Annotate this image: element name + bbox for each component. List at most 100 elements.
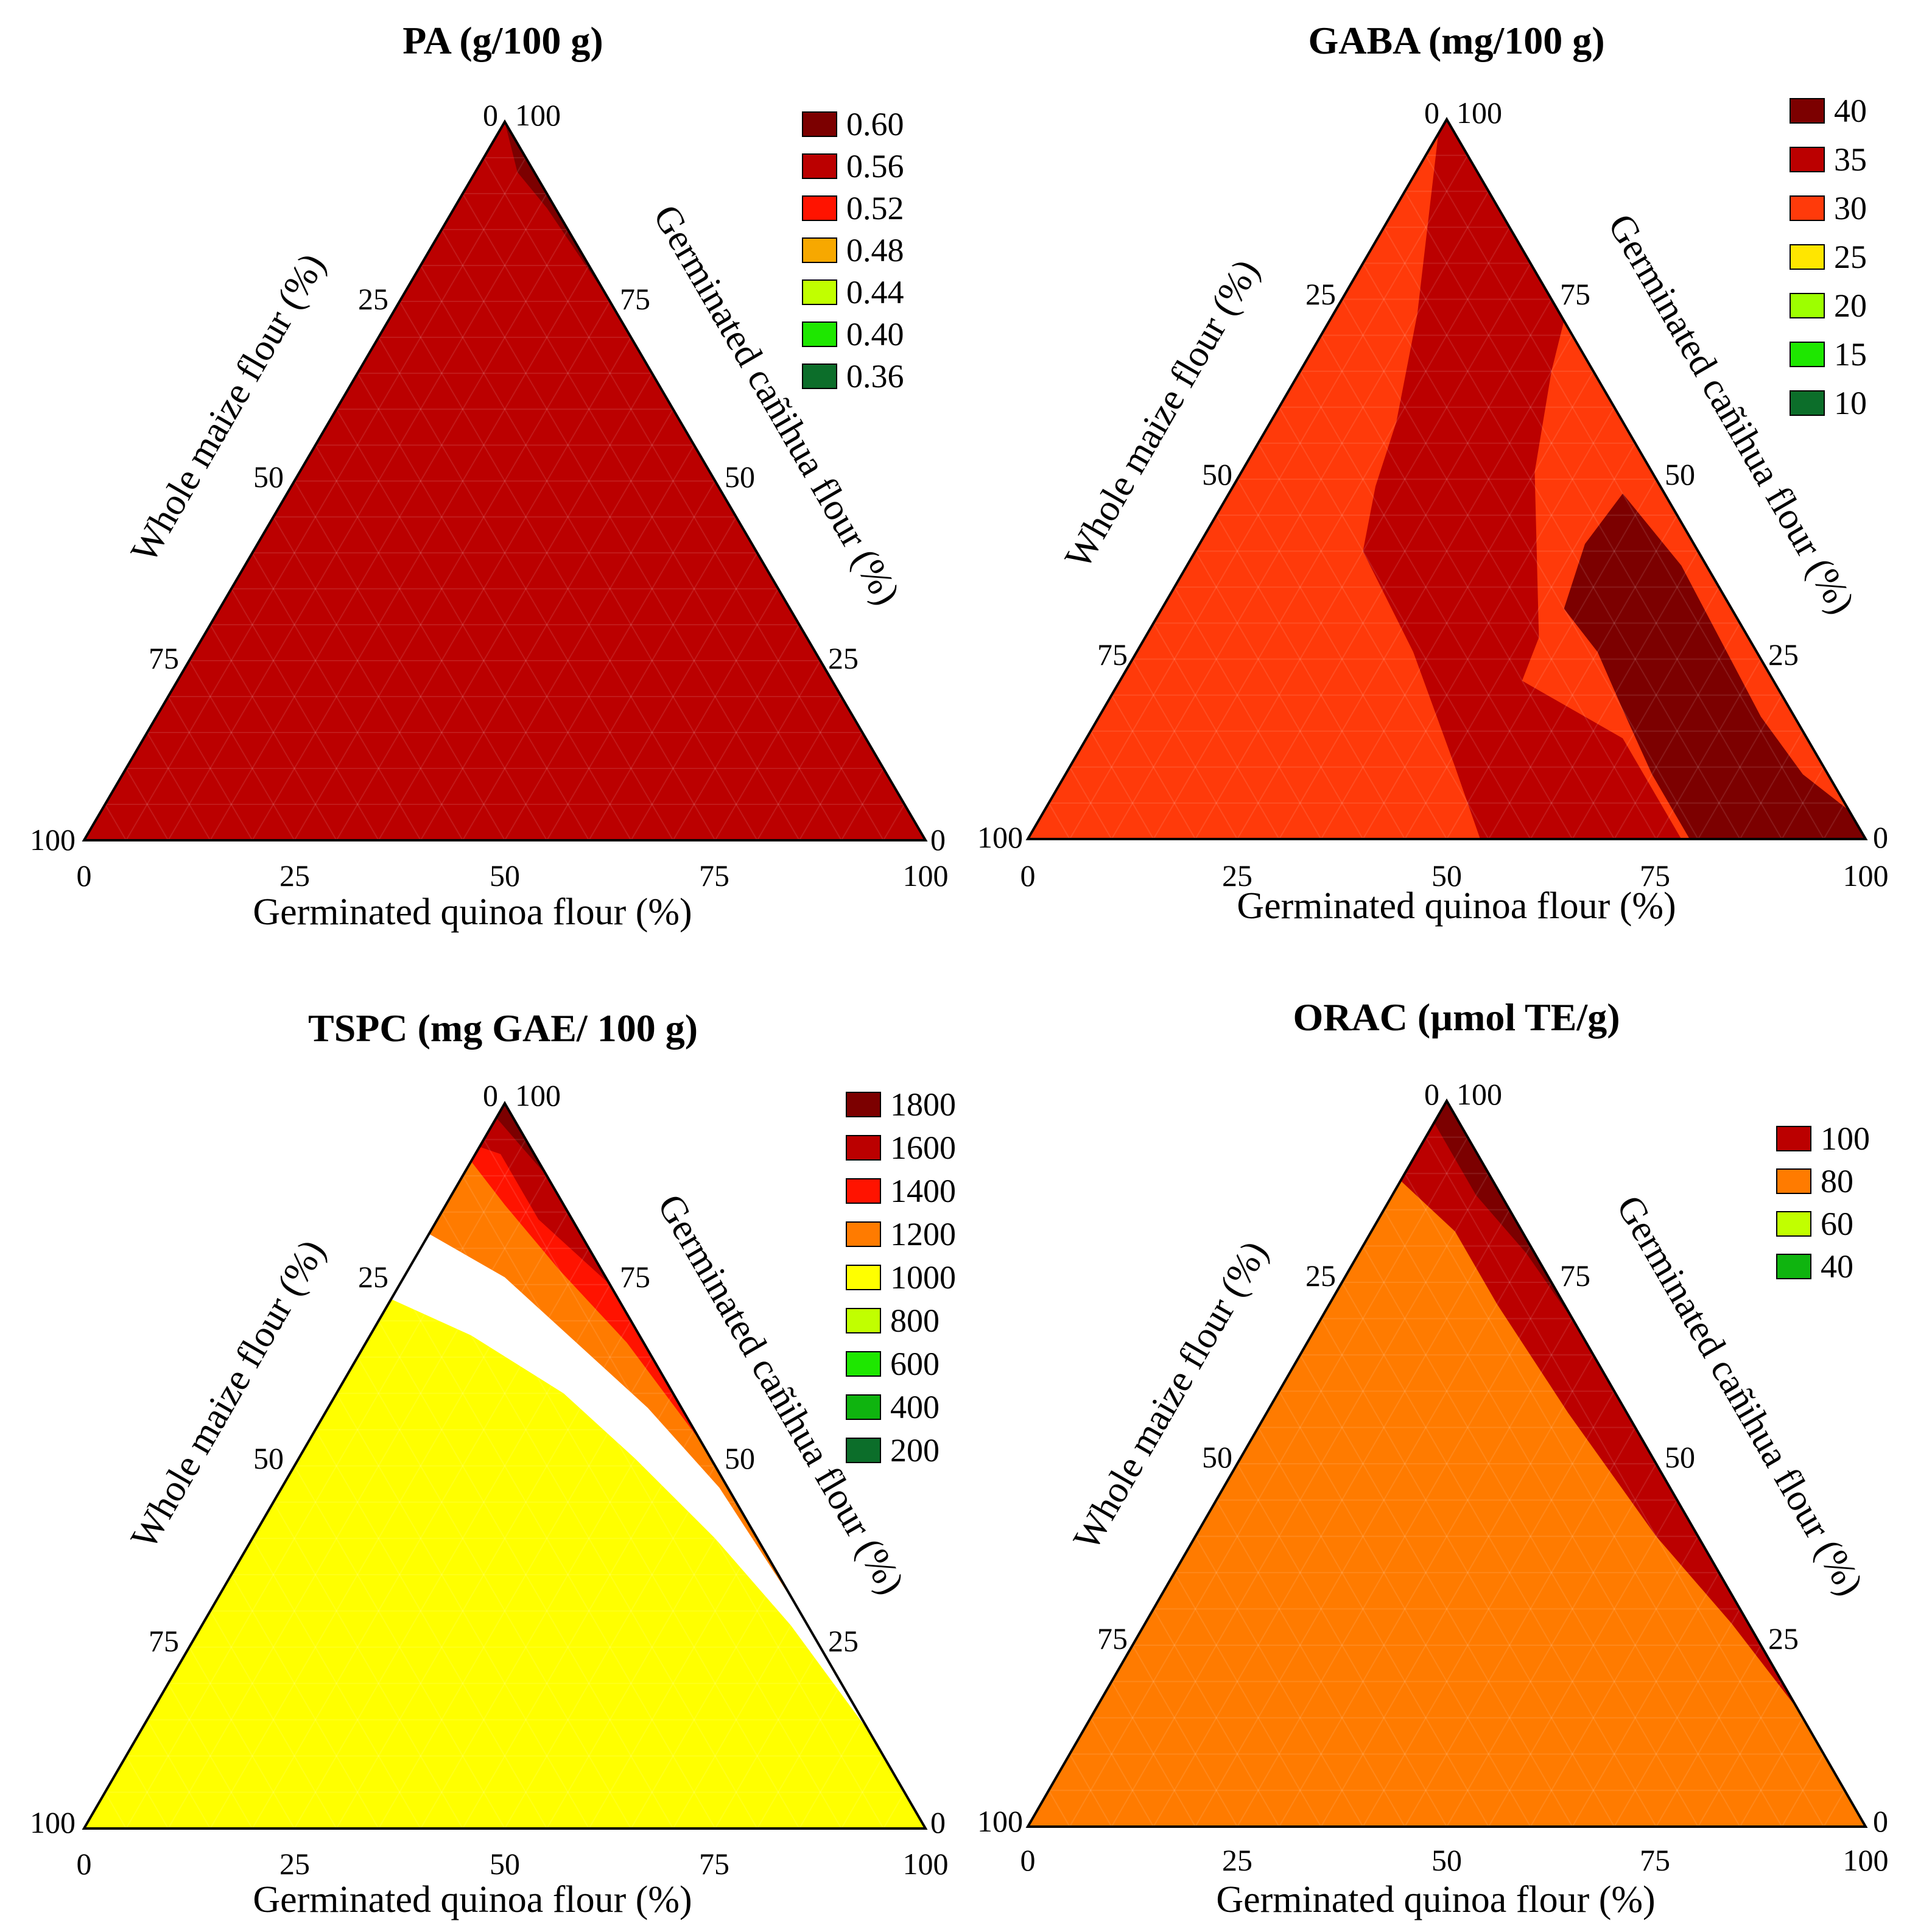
legend-label: 0.60	[846, 106, 904, 142]
contour-region-120	[1434, 1101, 1577, 1326]
mesh-line	[1341, 1282, 1657, 1827]
mesh-line	[251, 1248, 590, 1829]
mesh-line	[1278, 1391, 1531, 1827]
legend-label: 40	[1821, 1248, 1853, 1285]
tick-label: 0	[1873, 1804, 1888, 1838]
mesh-line	[146, 732, 211, 841]
chart-title: PA (g/100 g)	[402, 19, 603, 62]
tick-label: 0	[483, 1078, 498, 1112]
triangle-border	[82, 1101, 928, 1830]
legend-swatch	[802, 364, 837, 389]
mesh-line	[167, 696, 253, 841]
mesh-line	[1069, 767, 1112, 840]
tick-label: 0	[77, 1847, 92, 1881]
mesh-line	[1153, 227, 1511, 840]
panel-pa: PA (g/100 g) 0 25 50 75 100 0 25 50 75 1…	[30, 19, 949, 933]
mesh-line	[1823, 1790, 1846, 1827]
chart-title: GABA (mg/100 g)	[1308, 19, 1604, 62]
mesh-line	[504, 480, 716, 841]
tick-label: 50	[1202, 1440, 1232, 1474]
legend-label: 0.48	[846, 232, 904, 269]
legend-label: 1400	[890, 1173, 956, 1209]
mesh-line	[1656, 1645, 1762, 1827]
tick-label: 50	[1431, 1843, 1462, 1877]
legend-swatch	[802, 153, 837, 179]
triangle-border	[1025, 117, 1868, 840]
contour-region-1000	[84, 1299, 926, 1828]
mesh-line	[462, 1175, 842, 1829]
bottom-axis-ticks: 0 25 50 75 100	[1020, 859, 1889, 893]
tick-label: 75	[149, 641, 179, 675]
mesh-line	[378, 1320, 674, 1829]
mesh-line	[1299, 371, 1573, 840]
tick-label: 100	[1843, 1843, 1889, 1877]
mesh-line	[125, 768, 169, 841]
mesh-line	[335, 337, 632, 841]
tick-label: 100	[515, 98, 561, 132]
legend-label: 800	[890, 1302, 940, 1339]
mesh-line	[1362, 262, 1699, 840]
mesh-line	[315, 444, 547, 841]
mesh-line	[504, 1465, 716, 1829]
mesh-line	[1425, 155, 1825, 840]
mesh-line	[630, 588, 779, 841]
tick-label: 100	[30, 823, 76, 857]
mesh-line	[483, 157, 884, 841]
mesh-line	[1132, 1645, 1238, 1827]
mesh-line	[209, 624, 337, 841]
legend-swatch	[1790, 244, 1825, 270]
legend-label: 40	[1834, 93, 1867, 129]
legend-swatch	[1790, 98, 1825, 124]
panel-orac: ORAC (µmol TE/g) 0 25 50 75 100 0 25 50 …	[977, 996, 1889, 1920]
mesh-line	[1656, 658, 1762, 840]
mesh-line	[1320, 1354, 1594, 1827]
mesh-line	[1111, 1681, 1196, 1827]
mesh-line	[273, 516, 463, 841]
legend-swatch	[1790, 390, 1825, 416]
mesh-line	[230, 1574, 379, 1829]
legend-swatch	[802, 321, 837, 347]
tick-label: 25	[1768, 638, 1799, 672]
mesh-line	[1257, 1427, 1489, 1827]
tick-label: 75	[1097, 638, 1128, 672]
mesh-line	[1153, 1209, 1511, 1827]
tick-label: 50	[253, 460, 284, 494]
mesh-line	[1572, 1572, 1720, 1827]
legend-label: 15	[1834, 336, 1867, 373]
contour-region-35	[1363, 119, 1866, 839]
tick-label: 25	[358, 282, 388, 316]
tick-label: 50	[1202, 457, 1232, 491]
legend-label: 35	[1834, 141, 1867, 178]
mesh-line	[1069, 1137, 1469, 1827]
legend-label: 1600	[890, 1129, 956, 1166]
mesh-line	[546, 1502, 737, 1829]
legend-swatch	[1790, 195, 1825, 221]
tick-label: 75	[149, 1624, 179, 1658]
mesh-line	[462, 1429, 695, 1829]
mesh-line	[630, 1574, 779, 1829]
tick-label: 25	[279, 859, 310, 893]
mesh-line	[146, 1719, 211, 1829]
mesh-line	[672, 624, 800, 841]
mesh-line	[209, 229, 569, 841]
tick-label: 0	[1424, 96, 1439, 130]
legend-label: 0.36	[846, 358, 904, 395]
mesh-line	[378, 1357, 653, 1829]
mesh-line	[1739, 1717, 1804, 1827]
tick-label: 0	[1020, 1843, 1036, 1877]
mesh-line	[756, 696, 842, 841]
contour-region-1600	[479, 1103, 610, 1285]
mesh-line	[1215, 1500, 1406, 1827]
tick-label: 50	[725, 1441, 755, 1475]
mesh-line	[672, 1611, 800, 1829]
legend-swatch	[802, 195, 837, 221]
triangle-border	[82, 119, 928, 841]
tick-label: 50	[1665, 1440, 1695, 1474]
left-axis-ticks: 0 25 50 75 100	[30, 1078, 498, 1839]
tick-label: 0	[77, 859, 92, 893]
mesh-line	[1446, 479, 1657, 840]
tick-label: 75	[699, 859, 729, 893]
contour-region-1800	[496, 1103, 547, 1176]
mesh-line	[588, 1538, 758, 1829]
tick-label: 0	[930, 823, 946, 857]
